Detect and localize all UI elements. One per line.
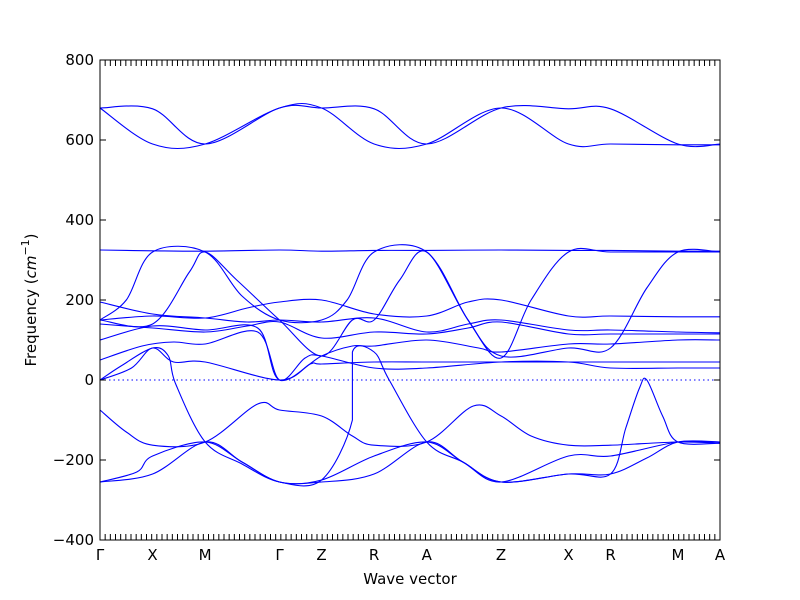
x-tick-label: M	[671, 546, 684, 564]
axis-frame	[99, 59, 721, 541]
x-tick-label: R	[369, 546, 379, 564]
band-line-11	[99, 244, 720, 359]
band-line-8	[99, 320, 720, 339]
y-tick-label: 800	[65, 51, 94, 69]
plot-area	[99, 102, 721, 487]
y-tick-label: −200	[53, 451, 94, 469]
y-tick-label: 200	[65, 291, 94, 309]
band-line-4	[99, 345, 721, 487]
x-tick-label: X	[563, 546, 573, 564]
y-tick-label: 400	[65, 211, 94, 229]
y-tick-label: −400	[53, 531, 94, 549]
x-axis-label: Wave vector	[363, 570, 457, 588]
y-tick-label: 0	[84, 371, 94, 389]
band-line-5	[99, 347, 720, 381]
band-line-13	[99, 249, 721, 252]
band-line-1	[99, 440, 721, 485]
y-tick-label: 600	[65, 131, 94, 149]
band-line-3	[99, 401, 721, 448]
y-axis: −400 −200 0 200 400 600 800	[53, 51, 720, 549]
x-tick-label: A	[422, 546, 433, 564]
band-line-10	[99, 301, 721, 334]
x-tick-label: Γ	[96, 546, 105, 564]
band-line-2	[99, 440, 721, 485]
band-line-15	[99, 102, 721, 150]
band-line-7	[99, 324, 721, 382]
x-tick-label: Γ	[275, 546, 284, 564]
x-tick-label: M	[199, 546, 212, 564]
x-tick-label: R	[605, 546, 615, 564]
band-line-6	[99, 330, 720, 381]
band-line-9	[99, 298, 721, 321]
y-axis-label: Frequency (cm−1)	[19, 233, 40, 366]
x-tick-label: Z	[496, 546, 506, 564]
band-line-14	[99, 104, 721, 148]
x-tick-label: A	[715, 546, 726, 564]
x-tick-label: X	[147, 546, 157, 564]
x-tick-label: Z	[316, 546, 326, 564]
band-line-12	[99, 248, 721, 358]
